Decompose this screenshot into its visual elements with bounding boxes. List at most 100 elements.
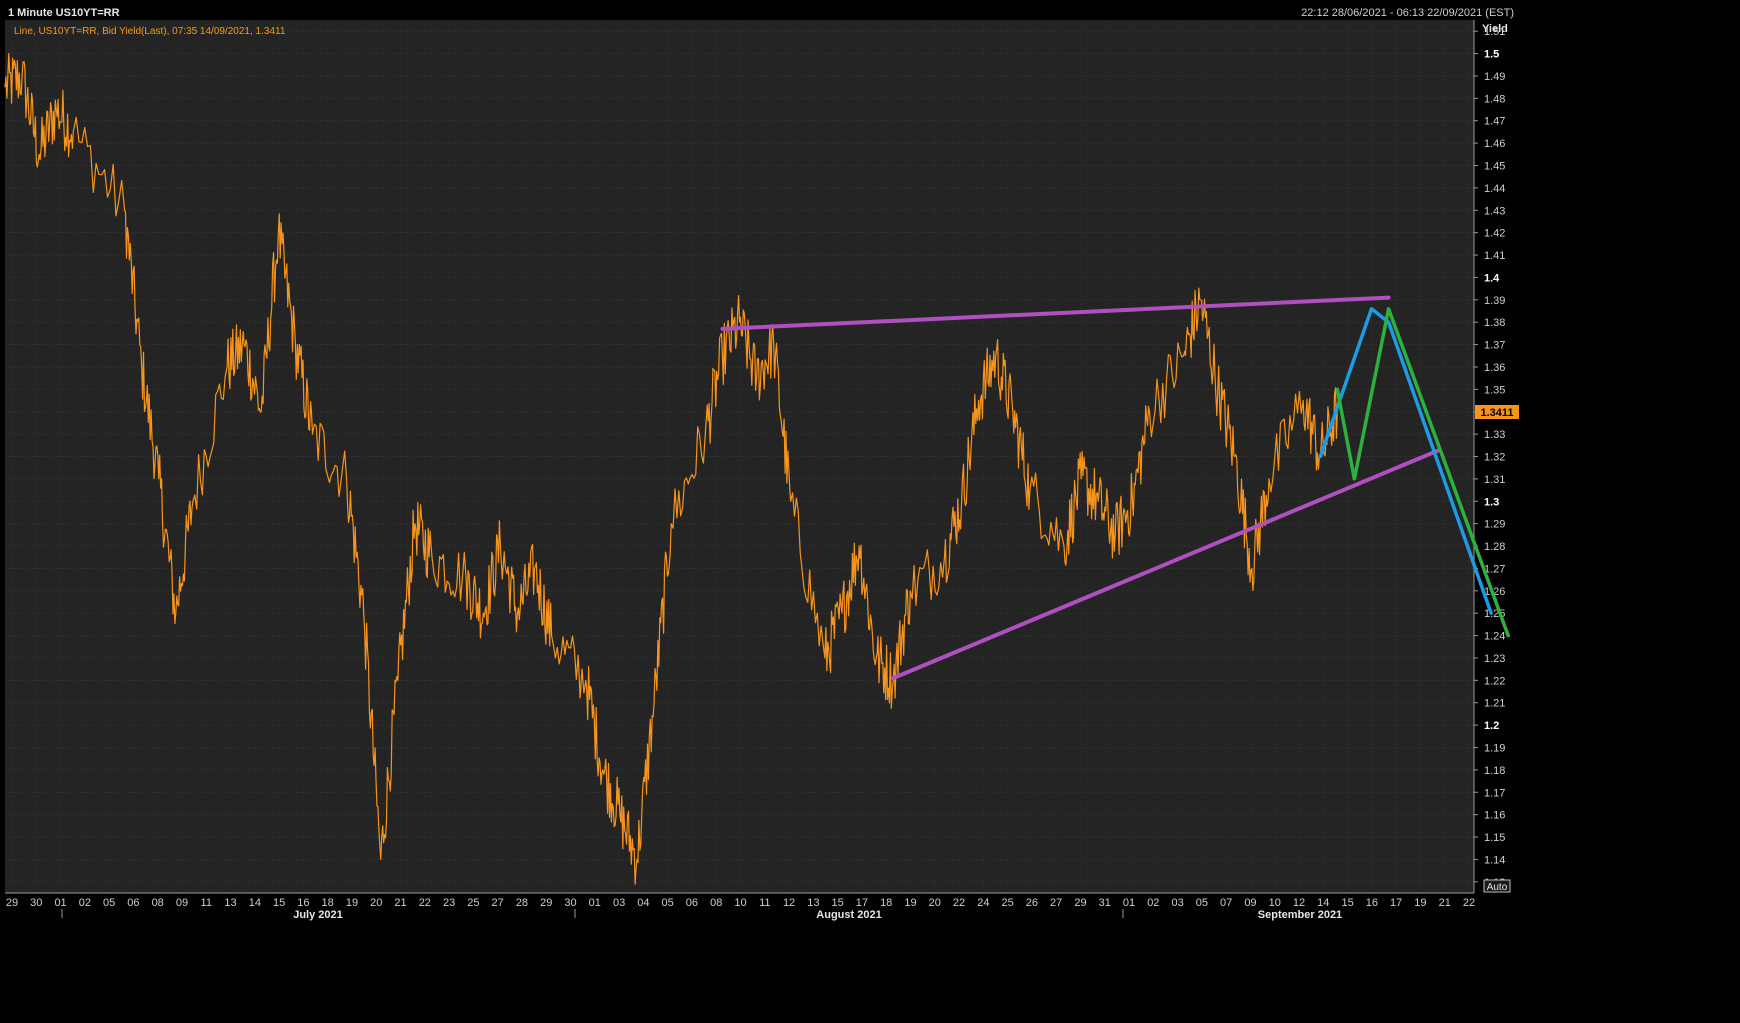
x-tick-label: 07 bbox=[1220, 897, 1232, 909]
x-tick-label: 16 bbox=[1366, 897, 1378, 909]
y-tick-label: 1.44 bbox=[1484, 183, 1505, 195]
y-tick-label: 1.47 bbox=[1484, 116, 1505, 128]
x-tick-label: 22 bbox=[1463, 897, 1475, 909]
price-series bbox=[4, 52, 1338, 885]
y-axis-title: Yield bbox=[1482, 23, 1508, 35]
y-tick-label: 1.31 bbox=[1484, 474, 1505, 486]
x-tick-label: 27 bbox=[1050, 897, 1062, 909]
x-tick-label: 09 bbox=[176, 897, 188, 909]
x-tick-label: 23 bbox=[443, 897, 455, 909]
y-tick-label: 1.33 bbox=[1484, 429, 1505, 441]
x-tick-label: 14 bbox=[1317, 897, 1329, 909]
y-tick-label: 1.42 bbox=[1484, 228, 1505, 240]
y-tick-label: 1.46 bbox=[1484, 138, 1505, 150]
x-tick-label: 21 bbox=[394, 897, 406, 909]
x-tick-label: 01 bbox=[1123, 897, 1135, 909]
y-tick-label: 1.51 bbox=[1484, 26, 1505, 38]
x-tick-label: 14 bbox=[249, 897, 261, 909]
last-value-badge bbox=[1475, 405, 1519, 419]
x-tick-label: 26 bbox=[1026, 897, 1038, 909]
y-tick-label: 1.15 bbox=[1484, 832, 1505, 844]
last-value-label: 1.3411 bbox=[1480, 407, 1513, 419]
y-tick-label: 1.49 bbox=[1484, 71, 1505, 83]
x-tick-label: 12 bbox=[783, 897, 795, 909]
x-tick-label: 15 bbox=[273, 897, 285, 909]
y-tick-label: 1.39 bbox=[1484, 295, 1505, 307]
projection-green-line bbox=[1335, 307, 1510, 638]
y-tick-label: 1.21 bbox=[1484, 698, 1505, 710]
y-tick-label: 1.35 bbox=[1484, 384, 1505, 396]
y-tick-label: 1.37 bbox=[1484, 340, 1505, 352]
x-tick-label: 09 bbox=[1244, 897, 1256, 909]
x-tick-label: 05 bbox=[1196, 897, 1208, 909]
x-tick-label: 28 bbox=[516, 897, 528, 909]
x-axis-ticks: 29 30 01 02 05 06 08 09 11 13 14 15 16 18 19 20 21 22 23 25… bbox=[6, 897, 1475, 909]
x-tick-label: 11 bbox=[759, 897, 770, 909]
x-tick-label: 17 bbox=[1390, 897, 1402, 909]
y-tick-label: 1.38 bbox=[1484, 317, 1505, 329]
x-tick-label: 30 bbox=[564, 897, 576, 909]
y-tick-label: 1.29 bbox=[1484, 519, 1505, 531]
month-label: July 2021 bbox=[293, 909, 343, 921]
x-tick-label: 30 bbox=[30, 897, 42, 909]
x-tick-label: 18 bbox=[880, 897, 892, 909]
x-tick-label: 04 bbox=[637, 897, 649, 909]
y-tick-label: 1.19 bbox=[1484, 743, 1505, 755]
x-tick-label: 11 bbox=[201, 897, 212, 909]
time-range: 22:12 28/06/2021 - 06:13 22/09/2021 (EST… bbox=[1301, 7, 1514, 19]
x-tick-label: 20 bbox=[929, 897, 941, 909]
x-tick-label: 03 bbox=[1171, 897, 1183, 909]
y-tick-label: 1.14 bbox=[1484, 854, 1505, 866]
month-labels: July 2021 August 2021 September 2021 bbox=[61, 909, 1342, 921]
y-tick-label: 1.22 bbox=[1484, 675, 1505, 687]
x-tick-label: 10 bbox=[1269, 897, 1281, 909]
x-tick-label: 01 bbox=[589, 897, 601, 909]
x-tick-label: 16 bbox=[297, 897, 309, 909]
x-tick-label: 12 bbox=[1293, 897, 1305, 909]
projection-blue-line bbox=[1318, 307, 1493, 615]
x-tick-label: 24 bbox=[977, 897, 989, 909]
y-tick-label: 1.2 bbox=[1484, 720, 1499, 732]
auto-scale-label[interactable]: Auto bbox=[1487, 882, 1508, 893]
x-tick-label: 22 bbox=[953, 897, 965, 909]
y-tick-label: 1.3 bbox=[1484, 496, 1499, 508]
x-tick-label: 05 bbox=[103, 897, 115, 909]
x-tick-label: 13 bbox=[807, 897, 819, 909]
y-tick-label: 1.36 bbox=[1484, 362, 1505, 374]
y-axis-panel bbox=[1474, 20, 1520, 893]
y-tick-label: 1.16 bbox=[1484, 810, 1505, 822]
x-tick-label: 19 bbox=[904, 897, 916, 909]
x-tick-label: 22 bbox=[419, 897, 431, 909]
x-axis-panel bbox=[0, 893, 1520, 923]
projection-lines bbox=[1318, 307, 1510, 638]
trend-lines bbox=[720, 295, 1442, 681]
x-tick-label: 13 bbox=[224, 897, 236, 909]
y-tick-label: 1.32 bbox=[1484, 452, 1505, 464]
x-tick-label: 19 bbox=[1414, 897, 1426, 909]
x-tick-label: 25 bbox=[1001, 897, 1013, 909]
x-tick-label: 25 bbox=[467, 897, 479, 909]
x-tick-label: 29 bbox=[1074, 897, 1086, 909]
channel-top-line bbox=[720, 295, 1391, 331]
x-tick-label: 29 bbox=[6, 897, 18, 909]
y-tick-label: 1.18 bbox=[1484, 765, 1505, 777]
x-tick-label: 08 bbox=[710, 897, 722, 909]
x-tick-label: 02 bbox=[79, 897, 91, 909]
x-tick-label: 08 bbox=[152, 897, 164, 909]
x-tick-label: 27 bbox=[492, 897, 504, 909]
price-line bbox=[4, 52, 1338, 885]
x-tick-label: 06 bbox=[127, 897, 139, 909]
x-tick-label: 18 bbox=[322, 897, 334, 909]
y-tick-label: 1.43 bbox=[1484, 205, 1505, 217]
series-legend[interactable]: Line, US10YT=RR, Bid Yield(Last), 07:35 … bbox=[14, 26, 286, 37]
month-label: September 2021 bbox=[1258, 909, 1342, 921]
y-tick-label: 1.5 bbox=[1484, 49, 1499, 61]
x-tick-label: 29 bbox=[540, 897, 552, 909]
y-tick-label: 1.4 bbox=[1484, 272, 1500, 284]
x-tick-label: 19 bbox=[346, 897, 358, 909]
channel-bottom-line bbox=[891, 447, 1442, 681]
x-tick-label: 03 bbox=[613, 897, 625, 909]
auto-scale-button[interactable] bbox=[1483, 879, 1511, 893]
y-tick-label: 1.41 bbox=[1484, 250, 1505, 262]
